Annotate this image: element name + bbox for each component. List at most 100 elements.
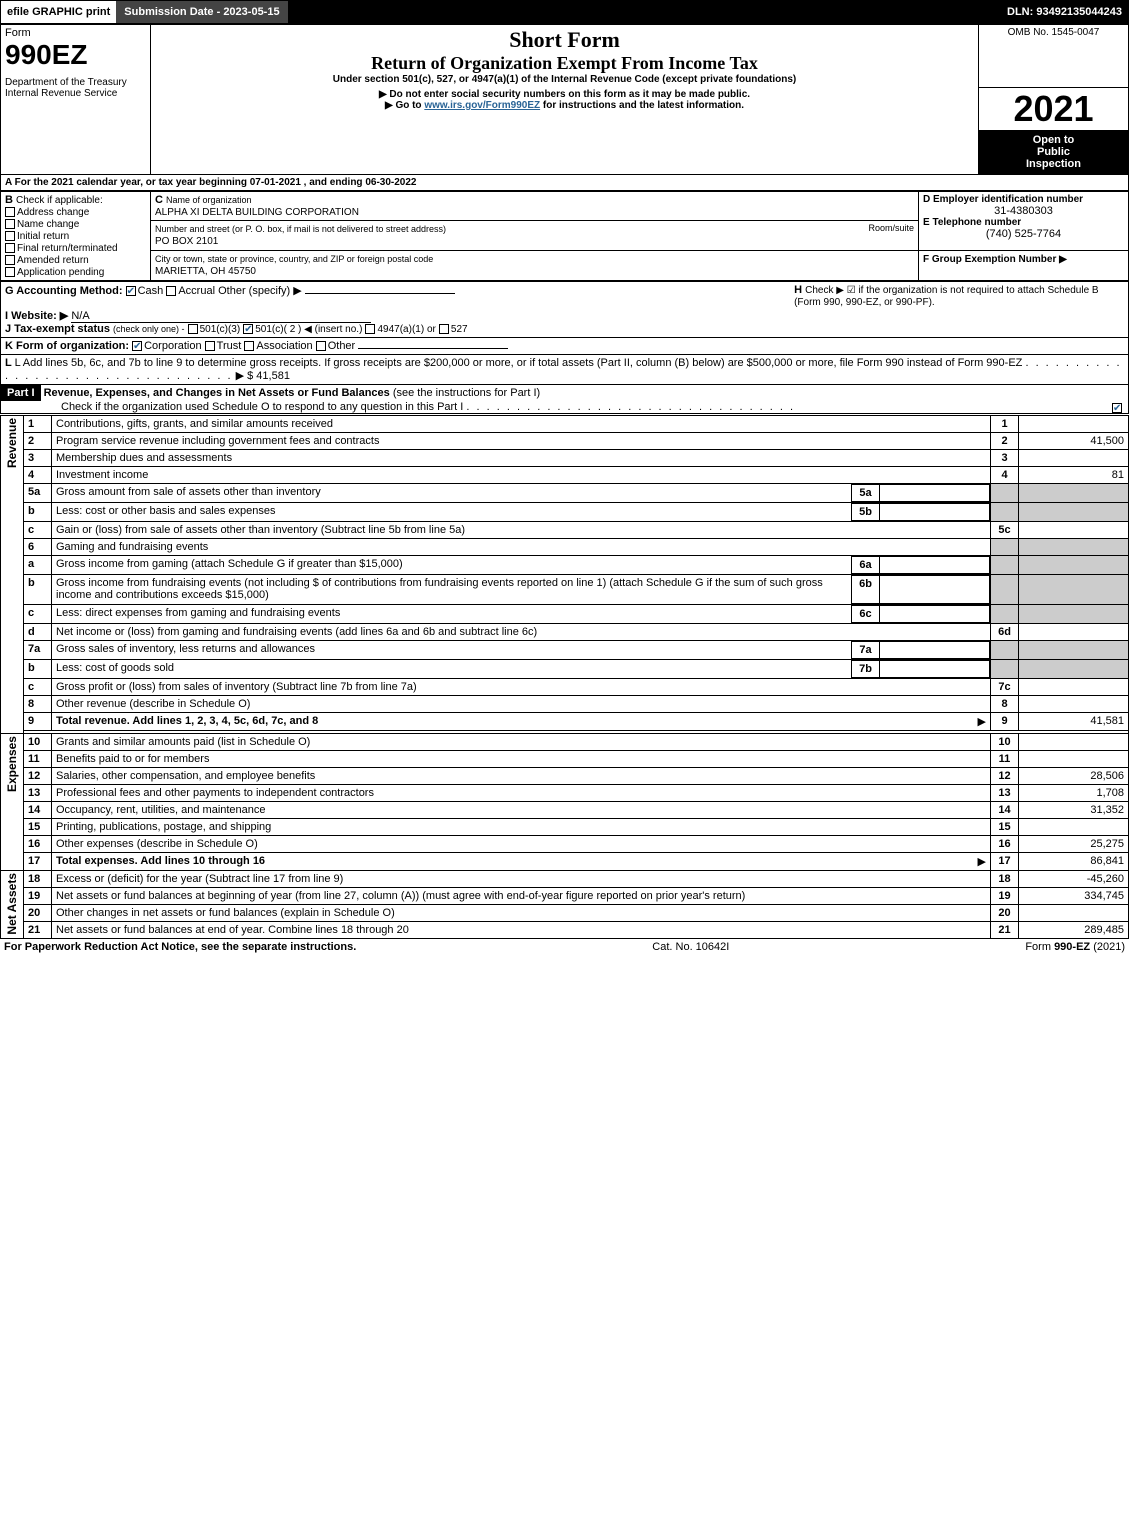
footer-cat: Cat. No. 10642I xyxy=(652,941,729,953)
line-17-amt: 86,841 xyxy=(1019,852,1129,870)
501c3-checkbox[interactable] xyxy=(188,324,198,334)
sec-d-e: D Employer identification number 31-4380… xyxy=(919,191,1129,250)
sec-k: K Form of organization: Corporation Trus… xyxy=(0,338,1129,355)
line-3: Membership dues and assessments xyxy=(52,449,991,466)
ein-value: 31-4380303 xyxy=(923,205,1124,217)
line-20: Other changes in net assets or fund bala… xyxy=(52,904,991,921)
sec-f: F Group Exemption Number ▶ xyxy=(919,250,1129,280)
line-1-amt xyxy=(1019,415,1129,432)
tax-year: 2021 xyxy=(979,88,1128,130)
footer: For Paperwork Reduction Act Notice, see … xyxy=(0,939,1129,955)
sec-h: H Check ▶ ☑ if the organization is not r… xyxy=(790,281,1128,337)
line-12-amt: 28,506 xyxy=(1019,767,1129,784)
footer-left: For Paperwork Reduction Act Notice, see … xyxy=(4,941,356,953)
omb-number: OMB No. 1545-0047 xyxy=(983,27,1124,38)
gh-block: G Accounting Method: Cash Accrual Other … xyxy=(0,281,1129,338)
line-16-amt: 25,275 xyxy=(1019,835,1129,852)
sec-a: A For the 2021 calendar year, or tax yea… xyxy=(0,175,1129,191)
sec-c-name: C Name of organization ALPHA XI DELTA BU… xyxy=(151,191,919,221)
initial-return-checkbox[interactable] xyxy=(5,231,15,241)
line-12: Salaries, other compensation, and employ… xyxy=(52,767,991,784)
trust-checkbox[interactable] xyxy=(205,341,215,351)
line-6: Gaming and fundraising events xyxy=(52,538,991,555)
line-13: Professional fees and other payments to … xyxy=(52,784,991,801)
lines-table: Revenue 1Contributions, gifts, grants, a… xyxy=(0,415,1129,939)
line-5a: Gross amount from sale of assets other t… xyxy=(52,484,852,501)
line-3-amt xyxy=(1019,449,1129,466)
street-value: PO BOX 2101 xyxy=(155,236,218,247)
efile-label: efile GRAPHIC print xyxy=(1,1,116,23)
4947-checkbox[interactable] xyxy=(365,324,375,334)
amended-return-checkbox[interactable] xyxy=(5,255,15,265)
line-21: Net assets or fund balances at end of ye… xyxy=(52,921,991,938)
phone-label: E Telephone number xyxy=(923,217,1124,228)
short-form-title: Short Form xyxy=(155,27,974,53)
line-17: Total expenses. Add lines 10 through 16 … xyxy=(52,852,991,870)
sec-c-city: City or town, state or province, country… xyxy=(151,250,919,280)
dept-line1: Department of the Treasury xyxy=(5,77,146,88)
website-value: N/A xyxy=(71,310,371,323)
line-5c: Gain or (loss) from sale of assets other… xyxy=(52,521,991,538)
part1-label: Part I xyxy=(1,385,41,401)
sec-g: G Accounting Method: Cash Accrual Other … xyxy=(1,281,791,337)
netassets-label: Net Assets xyxy=(5,873,19,935)
line-18-amt: -45,260 xyxy=(1019,870,1129,887)
line-6d: Net income or (loss) from gaming and fun… xyxy=(52,623,991,640)
irs-link[interactable]: www.irs.gov/Form990EZ xyxy=(424,100,540,111)
line-7c: Gross profit or (loss) from sales of inv… xyxy=(52,678,991,695)
assoc-checkbox[interactable] xyxy=(244,341,254,351)
city-value: MARIETTA, OH 45750 xyxy=(155,266,256,277)
gross-receipts: 41,581 xyxy=(256,370,290,382)
sec-c-street: Number and street (or P. O. box, if mail… xyxy=(151,221,919,251)
line-19-amt: 334,745 xyxy=(1019,887,1129,904)
omb-cell: OMB No. 1545-0047 xyxy=(979,25,1129,88)
form-number: 990EZ xyxy=(5,39,146,71)
line-8: Other revenue (describe in Schedule O) xyxy=(52,695,991,712)
header-table: Form 990EZ Department of the Treasury In… xyxy=(0,24,1129,175)
name-change-checkbox[interactable] xyxy=(5,219,15,229)
accrual-checkbox[interactable] xyxy=(166,286,176,296)
corp-checkbox[interactable] xyxy=(132,341,142,351)
ein-label: D Employer identification number xyxy=(923,194,1124,205)
entity-block: B Check if applicable: Address change Na… xyxy=(0,191,1129,281)
form-word: Form xyxy=(5,27,146,39)
expenses-label: Expenses xyxy=(5,736,19,792)
header-left: Form 990EZ Department of the Treasury In… xyxy=(1,25,151,175)
line-15: Printing, publications, postage, and shi… xyxy=(52,818,991,835)
527-checkbox[interactable] xyxy=(439,324,449,334)
line-9-amt: 41,581 xyxy=(1019,712,1129,730)
line-18: Excess or (deficit) for the year (Subtra… xyxy=(52,870,991,887)
line-11: Benefits paid to or for members xyxy=(52,750,991,767)
line-6a: Gross income from gaming (attach Schedul… xyxy=(52,556,852,573)
ssn-warning: ▶ Do not enter social security numbers o… xyxy=(155,89,974,100)
line-5b: Less: cost or other basis and sales expe… xyxy=(52,503,852,520)
year-cell: 2021 Open to Public Inspection xyxy=(979,87,1129,174)
org-name: ALPHA XI DELTA BUILDING CORPORATION xyxy=(155,207,359,218)
other-org-checkbox[interactable] xyxy=(316,341,326,351)
line-9: Total revenue. Add lines 1, 2, 3, 4, 5c,… xyxy=(52,712,991,730)
line-14-amt: 31,352 xyxy=(1019,801,1129,818)
line-10: Grants and similar amounts paid (list in… xyxy=(52,733,991,750)
topbar: efile GRAPHIC print Submission Date - 20… xyxy=(0,0,1129,24)
header-center: Short Form Return of Organization Exempt… xyxy=(151,25,979,88)
501c-checkbox[interactable] xyxy=(243,324,253,334)
final-return-checkbox[interactable] xyxy=(5,243,15,253)
line-1: Contributions, gifts, grants, and simila… xyxy=(52,415,991,432)
dln: DLN: 93492135044243 xyxy=(1007,6,1128,18)
sec-l: L L Add lines 5b, 6c, and 7b to line 9 t… xyxy=(0,355,1129,385)
line-4-amt: 81 xyxy=(1019,466,1129,483)
app-pending-checkbox[interactable] xyxy=(5,267,15,277)
main-title: Return of Organization Exempt From Incom… xyxy=(155,53,974,74)
phone-value: (740) 525-7764 xyxy=(923,228,1124,240)
line-14: Occupancy, rent, utilities, and maintena… xyxy=(52,801,991,818)
addr-change-checkbox[interactable] xyxy=(5,207,15,217)
line-13-amt: 1,708 xyxy=(1019,784,1129,801)
cash-checkbox[interactable] xyxy=(126,286,136,296)
line-2: Program service revenue including govern… xyxy=(52,432,991,449)
line-4: Investment income xyxy=(52,466,991,483)
goto-line: ▶ Go to www.irs.gov/Form990EZ for instru… xyxy=(155,100,974,111)
line-7b: Less: cost of goods sold xyxy=(52,660,852,677)
sec-b: B Check if applicable: Address change Na… xyxy=(1,191,151,280)
submission-date: Submission Date - 2023-05-15 xyxy=(116,1,287,23)
sched-o-checkbox[interactable] xyxy=(1112,403,1122,413)
